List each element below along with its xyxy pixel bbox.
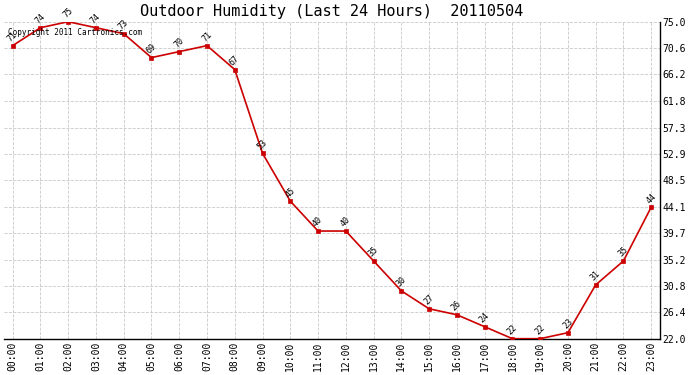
Text: 40: 40 bbox=[339, 215, 353, 229]
Text: 35: 35 bbox=[366, 245, 380, 259]
Text: 69: 69 bbox=[144, 42, 158, 56]
Title: Outdoor Humidity (Last 24 Hours)  20110504: Outdoor Humidity (Last 24 Hours) 2011050… bbox=[140, 4, 524, 19]
Text: 30: 30 bbox=[395, 275, 408, 289]
Text: 71: 71 bbox=[200, 30, 213, 44]
Text: 23: 23 bbox=[561, 317, 574, 330]
Text: 35: 35 bbox=[617, 245, 630, 259]
Text: 53: 53 bbox=[255, 138, 269, 151]
Text: 74: 74 bbox=[89, 12, 102, 26]
Text: 44: 44 bbox=[644, 192, 658, 205]
Text: 45: 45 bbox=[284, 186, 297, 199]
Text: 22: 22 bbox=[533, 323, 546, 336]
Text: 24: 24 bbox=[477, 311, 491, 324]
Text: 75: 75 bbox=[61, 6, 75, 20]
Text: 31: 31 bbox=[589, 269, 602, 283]
Text: 70: 70 bbox=[172, 36, 186, 50]
Text: Copyright 2011 Cartronics.com: Copyright 2011 Cartronics.com bbox=[8, 28, 141, 37]
Text: 73: 73 bbox=[117, 18, 130, 32]
Text: 27: 27 bbox=[422, 293, 435, 307]
Text: 40: 40 bbox=[311, 215, 324, 229]
Text: 71: 71 bbox=[6, 30, 19, 44]
Text: 67: 67 bbox=[228, 54, 242, 68]
Text: 22: 22 bbox=[506, 323, 519, 336]
Text: 74: 74 bbox=[33, 12, 47, 26]
Text: 26: 26 bbox=[450, 299, 464, 313]
